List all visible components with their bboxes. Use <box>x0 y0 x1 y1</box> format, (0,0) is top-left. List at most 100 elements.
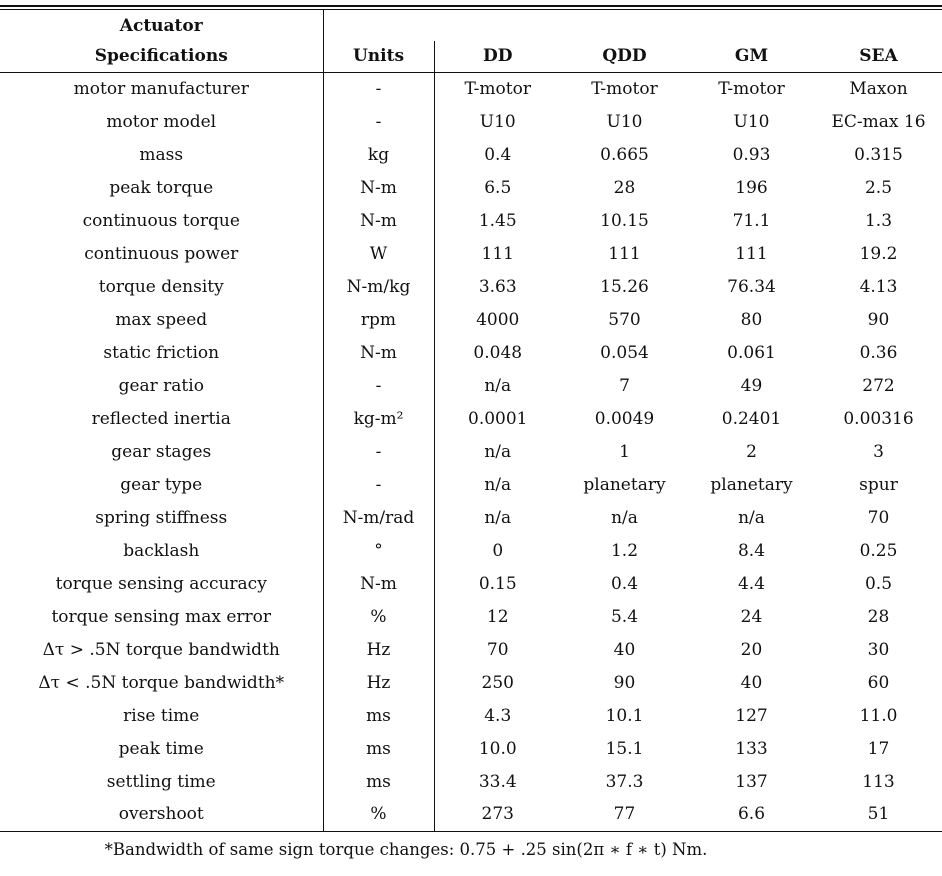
units-cell: ms <box>323 732 435 765</box>
value-cell: 80 <box>740 309 763 330</box>
spec-cell: continuous power <box>0 237 324 270</box>
spec-cell: continuous torque <box>0 204 324 237</box>
value-cell: 6.5 <box>484 177 512 198</box>
header-values-spacer <box>434 10 942 41</box>
value-cell: 90 <box>867 309 890 330</box>
units-cell: N-m/rad <box>323 501 435 534</box>
value-cell: n/a <box>484 441 512 462</box>
value-cell: 0.0049 <box>594 408 655 429</box>
table-row: settling time ms 33.4 37.3 137 113 <box>0 765 942 798</box>
value-cell: 272 <box>862 375 895 396</box>
value-cell: 30 <box>867 639 890 660</box>
spec-cell: torque density <box>0 270 324 303</box>
units-cell: Hz <box>323 633 435 666</box>
value-cell: 0.4 <box>484 144 512 165</box>
value-cell: 137 <box>735 771 768 792</box>
value-cell: 15.26 <box>600 276 649 297</box>
spec-cell: motor model <box>0 105 324 138</box>
spec-cell: static friction <box>0 336 324 369</box>
value-cell: 15.1 <box>605 738 644 759</box>
value-cell: 33.4 <box>478 771 517 792</box>
value-cell: n/a <box>738 507 765 528</box>
table-row: mass kg 0.4 0.665 0.93 0.315 <box>0 138 942 171</box>
value-cell: 19.2 <box>859 243 898 264</box>
table-row: gear ratio - n/a 7 49 272 <box>0 369 942 402</box>
value-cell: 76.34 <box>727 276 776 297</box>
column-header-gm: GM <box>688 41 815 73</box>
value-cell: planetary <box>710 474 793 495</box>
table-row: reflected inertia kg-m² 0.0001 0.0049 0.… <box>0 402 942 435</box>
value-cell: 12 <box>486 606 509 627</box>
value-cell: n/a <box>484 474 512 495</box>
value-cell: 133 <box>735 738 768 759</box>
header-spec-line1: Actuator <box>0 10 324 41</box>
spec-cell: gear stages <box>0 435 324 468</box>
column-header-qdd: QDD <box>561 41 688 73</box>
table-row: continuous power W 111 111 111 19.2 <box>0 237 942 270</box>
table-row: Δτ > .5N torque bandwidth Hz 70 40 20 30 <box>0 633 942 666</box>
value-cell: 0.048 <box>473 342 523 363</box>
spec-cell: rise time <box>0 699 324 732</box>
value-cell: 0 <box>492 540 504 561</box>
value-cell: planetary <box>583 474 666 495</box>
actuator-spec-table: Actuator Specifications Units DD QDD GM … <box>0 10 942 832</box>
value-cell: 0.2401 <box>721 408 782 429</box>
value-cell: 8.4 <box>737 540 766 561</box>
value-cell: 0.315 <box>854 144 903 165</box>
value-cell: 90 <box>613 672 636 693</box>
value-cell: EC-max 16 <box>831 111 926 132</box>
value-cell: 273 <box>434 798 561 832</box>
value-cell: 5.4 <box>610 606 639 627</box>
units-cell: rpm <box>323 303 435 336</box>
units-cell: N-m <box>323 171 435 204</box>
value-cell: 0.061 <box>727 342 776 363</box>
units-cell: N-m <box>323 336 435 369</box>
units-cell: ms <box>323 699 435 732</box>
table-row: peak time ms 10.0 15.1 133 17 <box>0 732 942 765</box>
value-cell: 250 <box>481 672 514 693</box>
table-row: continuous torque N-m 1.45 10.15 71.1 1.… <box>0 204 942 237</box>
value-cell: 49 <box>740 375 763 396</box>
value-cell: 20 <box>740 639 763 660</box>
units-cell: Hz <box>323 666 435 699</box>
value-cell: 0.5 <box>864 573 893 594</box>
units-cell: % <box>323 600 435 633</box>
units-cell: % <box>323 798 435 832</box>
value-cell: 70 <box>486 639 509 660</box>
units-cell: kg-m² <box>323 402 435 435</box>
value-cell: T-motor <box>591 78 658 99</box>
value-cell: 1 <box>619 441 630 462</box>
spec-cell: overshoot <box>0 798 324 832</box>
table-row: gear type - n/a planetary planetary spur <box>0 468 942 501</box>
value-cell: 0.0001 <box>468 408 528 429</box>
value-cell: 70 <box>867 507 890 528</box>
header-row-2: Specifications Units DD QDD GM SEA <box>0 41 942 73</box>
header-row-1: Actuator <box>0 10 942 41</box>
value-cell: 113 <box>862 771 895 792</box>
column-header-sea: SEA <box>815 41 942 73</box>
units-cell: ms <box>323 765 435 798</box>
value-cell: 40 <box>740 672 763 693</box>
value-cell: 10.0 <box>478 738 517 759</box>
value-cell: spur <box>859 474 898 495</box>
header-spec-line2: Specifications <box>0 41 324 73</box>
table-row: spring stiffness N-m/rad n/a n/a n/a 70 <box>0 501 942 534</box>
table-row: gear stages - n/a 1 2 3 <box>0 435 942 468</box>
units-cell: N-m <box>323 204 435 237</box>
value-cell: 28 <box>613 177 636 198</box>
value-cell: 4.13 <box>859 276 898 297</box>
header-units-spacer <box>323 10 434 41</box>
table-row: torque density N-m/kg 3.63 15.26 76.34 4… <box>0 270 942 303</box>
table-body: motor manufacturer - T-motor T-motor T-m… <box>0 72 942 832</box>
table-row: torque sensing max error % 12 5.4 24 28 <box>0 600 942 633</box>
table-row: Δτ < .5N torque bandwidth* Hz 250 90 40 … <box>0 666 942 699</box>
value-cell: 0.665 <box>600 144 649 165</box>
spec-cell: max speed <box>0 303 324 336</box>
value-cell: n/a <box>484 507 512 528</box>
value-cell: 24 <box>740 606 763 627</box>
value-cell: 0.15 <box>478 573 517 594</box>
value-cell: 196 <box>735 177 768 198</box>
spec-cell: Δτ < .5N torque bandwidth* <box>0 666 324 699</box>
units-cell: - <box>323 105 435 138</box>
